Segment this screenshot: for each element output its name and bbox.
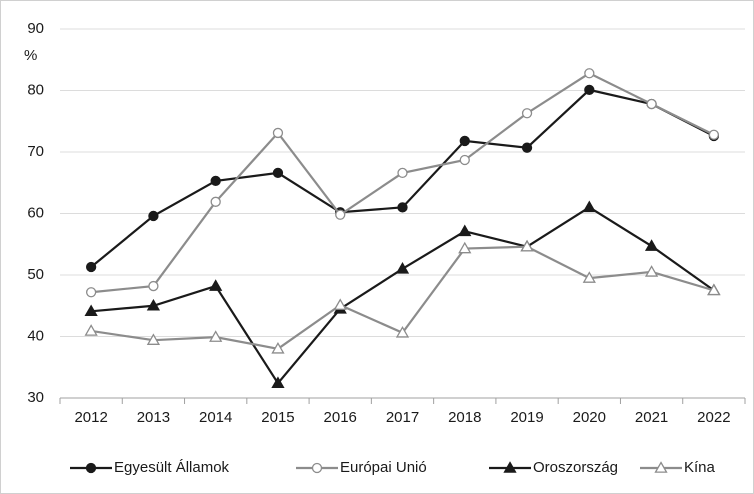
point-marker <box>707 283 721 296</box>
legend-marker <box>654 461 668 473</box>
x-tick-label: 2022 <box>697 409 730 426</box>
y-tick-label: 90 <box>27 20 44 37</box>
y-tick-label: 60 <box>27 204 44 221</box>
x-tick-label: 2018 <box>448 409 481 426</box>
point-marker <box>584 68 595 79</box>
point-marker <box>458 241 472 254</box>
point-marker <box>644 265 659 277</box>
point-marker <box>582 271 596 283</box>
point-marker <box>271 376 285 389</box>
point-marker <box>459 135 470 147</box>
point-marker <box>708 129 720 140</box>
point-marker <box>148 210 159 222</box>
point-marker <box>459 154 470 166</box>
x-tick-label: 2012 <box>74 409 107 426</box>
x-tick-label: 2014 <box>199 409 232 426</box>
legend-marker <box>503 461 517 473</box>
x-tick-label: 2013 <box>137 409 170 426</box>
point-marker <box>272 127 284 139</box>
point-marker <box>520 239 534 252</box>
point-marker <box>521 108 533 119</box>
y-tick-label: 40 <box>27 327 44 344</box>
point-marker <box>210 196 221 207</box>
x-tick-label: 2015 <box>261 409 294 426</box>
point-marker <box>210 175 221 187</box>
point-marker <box>271 341 285 354</box>
legend-label: Kína <box>684 459 716 476</box>
y-tick-label: 70 <box>27 143 44 160</box>
point-marker <box>397 202 408 213</box>
legend-label: Európai Unió <box>340 459 427 476</box>
point-marker <box>84 304 98 317</box>
point-marker <box>84 324 98 336</box>
point-marker <box>209 279 223 291</box>
point-marker <box>146 298 161 311</box>
point-marker <box>333 298 347 310</box>
y-tick-label: 30 <box>27 389 44 406</box>
x-tick-label: 2020 <box>573 409 606 426</box>
legend-label: Oroszország <box>533 459 618 476</box>
x-tick-label: 2017 <box>386 409 419 426</box>
point-marker <box>458 224 472 237</box>
legend-marker <box>85 462 97 474</box>
x-tick-label: 2016 <box>324 409 357 426</box>
legend-marker <box>311 462 323 474</box>
point-marker <box>397 167 408 179</box>
y-axis-label: % <box>24 47 37 64</box>
point-marker <box>644 239 659 251</box>
point-marker <box>584 84 595 96</box>
y-tick-label: 80 <box>27 81 44 98</box>
point-marker <box>335 209 346 220</box>
legend-label: Egyesült Államok <box>114 459 230 476</box>
point-marker <box>85 287 97 298</box>
point-marker <box>85 261 97 273</box>
point-marker <box>148 280 159 292</box>
x-tick-label: 2019 <box>510 409 543 426</box>
point-marker <box>582 200 596 213</box>
point-marker <box>146 333 161 345</box>
point-marker <box>521 142 533 153</box>
point-marker <box>272 167 284 179</box>
point-marker <box>209 330 223 342</box>
point-marker <box>395 262 410 274</box>
point-marker <box>395 325 410 338</box>
x-tick-label: 2021 <box>635 409 668 426</box>
point-marker <box>646 98 657 110</box>
y-tick-label: 50 <box>27 266 44 283</box>
